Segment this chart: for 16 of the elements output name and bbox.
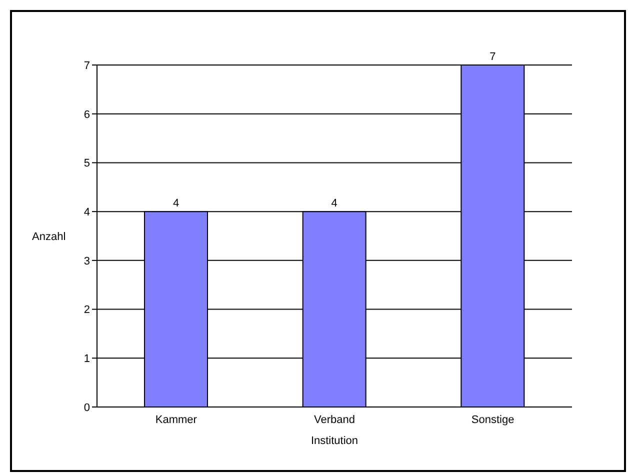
y-tick-label: 6 <box>84 108 90 121</box>
y-tick-label: 7 <box>84 60 90 72</box>
y-tick-label: 1 <box>84 353 90 366</box>
data-label: 4 <box>331 198 338 210</box>
data-label: 7 <box>490 51 496 63</box>
x-axis-title: Institution <box>310 435 358 447</box>
y-tick-label: 4 <box>84 206 90 218</box>
x-tick-label: Sonstige <box>471 414 514 426</box>
y-tick-label: 2 <box>84 304 90 316</box>
y-axis-title: Anzahl <box>32 230 66 243</box>
y-tick-label: 3 <box>84 255 90 268</box>
data-label: 4 <box>172 198 180 210</box>
y-tick-label: 0 <box>84 402 90 414</box>
y-tick-label: 5 <box>84 158 90 170</box>
x-tick-label: Kammer <box>155 414 198 426</box>
x-tick-label: Verband <box>314 414 355 426</box>
